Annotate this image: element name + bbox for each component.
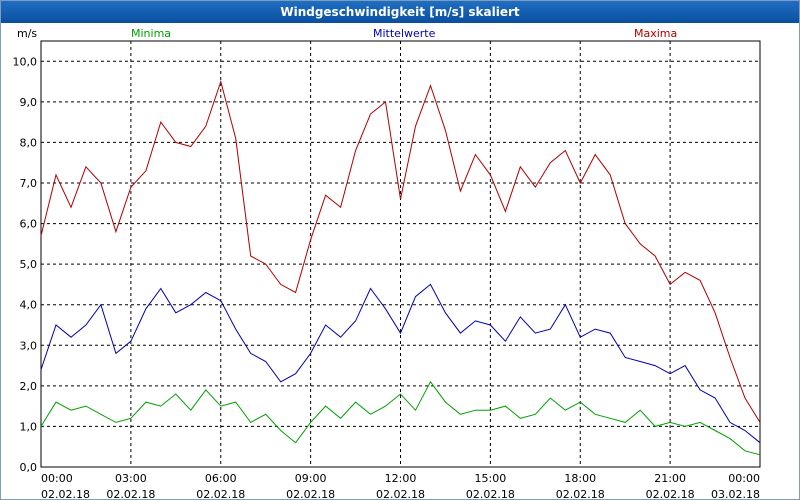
y-tick-label: 5,0	[20, 258, 38, 271]
grid	[41, 41, 760, 468]
y-tick-label: 7,0	[20, 177, 38, 190]
y-tick-label: 2,0	[20, 380, 38, 393]
x-axis: 00:00 02.02.18 03:00 02.02.18 06:00 02.02.18 0…	[41, 472, 760, 499]
x-tick-date: 03.02.18	[711, 488, 760, 499]
x-tick-date: 02.02.18	[376, 488, 425, 499]
x-tick-time: 12:00	[385, 472, 417, 485]
x-tick-time: 00:00	[41, 472, 73, 485]
x-tick-time: 21:00	[654, 472, 686, 485]
x-tick-date: 02.02.18	[286, 488, 335, 499]
y-tick-label: 9,0	[20, 96, 38, 109]
x-tick-time: 09:00	[295, 472, 327, 485]
x-tick-date: 02.02.18	[646, 488, 695, 499]
x-tick-date: 02.02.18	[466, 488, 515, 499]
y-tick-label: 1,0	[20, 420, 38, 433]
y-axis-label: m/s	[17, 27, 37, 40]
x-tick-date: 02.02.18	[196, 488, 245, 499]
y-tick-label: 6,0	[20, 218, 38, 231]
x-tick-date: 02.02.18	[41, 488, 90, 499]
x-tick-time: 18:00	[564, 472, 596, 485]
x-tick-date: 02.02.18	[556, 488, 605, 499]
y-tick-label: 8,0	[20, 136, 38, 149]
y-tick-label: 0,0	[20, 461, 38, 474]
legend-maxima: Maxima	[634, 27, 677, 40]
x-tick-time: 15:00	[475, 472, 507, 485]
chart-title: Windgeschwindigkeit [m/s] skaliert	[1, 1, 799, 23]
x-tick-time: 03:00	[115, 472, 147, 485]
x-tick-date: 02.02.18	[106, 488, 155, 499]
series-line-minima	[40, 380, 761, 456]
y-tick-label: 3,0	[20, 339, 38, 352]
line-chart: 0,0 1,0 2,0 3,0 4,0 5,0 6,0 7,0 8,0 9,0 10,0 00:00…	[13, 27, 761, 499]
series-line-mittelwerte	[40, 283, 761, 444]
legend-minima: Minima	[131, 27, 171, 40]
y-tick-label: 10,0	[13, 55, 38, 68]
series-lines	[40, 79, 761, 456]
series-line-maxima	[40, 79, 761, 423]
y-tick-label: 4,0	[20, 299, 38, 312]
legend-mittelwerte: Mittelwerte	[373, 27, 436, 40]
x-tick-time: 00:00	[728, 472, 760, 485]
y-axis: 0,0 1,0 2,0 3,0 4,0 5,0 6,0 7,0 8,0 9,0 10,0	[13, 55, 38, 474]
x-tick-time: 06:00	[205, 472, 237, 485]
